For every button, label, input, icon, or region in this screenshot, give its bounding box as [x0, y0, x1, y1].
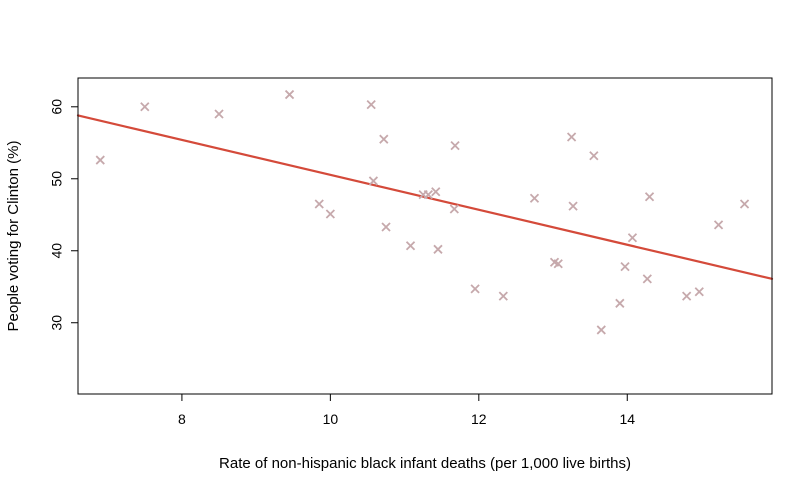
data-point — [314, 199, 324, 209]
y-tick-label: 50 — [49, 171, 65, 187]
data-point — [553, 259, 563, 269]
data-point — [140, 102, 150, 112]
x-tick-label: 12 — [471, 411, 487, 427]
data-point — [739, 199, 750, 209]
x-tick-label: 14 — [619, 411, 635, 427]
x-axis-title: Rate of non-hispanic black infant deaths… — [219, 455, 631, 472]
data-point — [214, 109, 224, 119]
data-point — [368, 176, 379, 186]
data-point — [566, 132, 577, 142]
data-point — [713, 220, 724, 230]
data-point — [431, 187, 441, 197]
data-point — [284, 89, 295, 100]
data-point — [589, 151, 599, 161]
x-tick-label: 10 — [323, 411, 339, 427]
data-point — [470, 284, 480, 294]
data-point — [498, 291, 508, 301]
data-point — [596, 325, 606, 335]
data-point — [325, 209, 336, 219]
data-point — [449, 204, 459, 214]
data-point — [620, 261, 630, 272]
data-point — [644, 192, 655, 202]
data-point — [682, 291, 692, 301]
data-point — [627, 233, 638, 243]
data-point — [366, 99, 376, 110]
y-tick-label: 40 — [49, 243, 65, 259]
data-point — [529, 193, 540, 203]
data-point — [379, 134, 389, 144]
y-tick-label: 60 — [49, 99, 65, 115]
data-point — [405, 241, 416, 251]
data-point — [95, 155, 105, 165]
y-axis-title: People voting for Clinton (%) — [5, 141, 22, 332]
data-point — [615, 298, 625, 308]
data-point — [381, 222, 391, 232]
data-point — [433, 244, 443, 254]
x-tick-label: 8 — [178, 411, 186, 427]
data-point — [568, 201, 578, 211]
data-point — [450, 141, 460, 151]
data-point — [694, 287, 704, 297]
data-point — [642, 274, 652, 284]
data-point — [423, 189, 433, 200]
y-tick-label: 30 — [49, 315, 65, 331]
plot-frame — [77, 77, 773, 395]
